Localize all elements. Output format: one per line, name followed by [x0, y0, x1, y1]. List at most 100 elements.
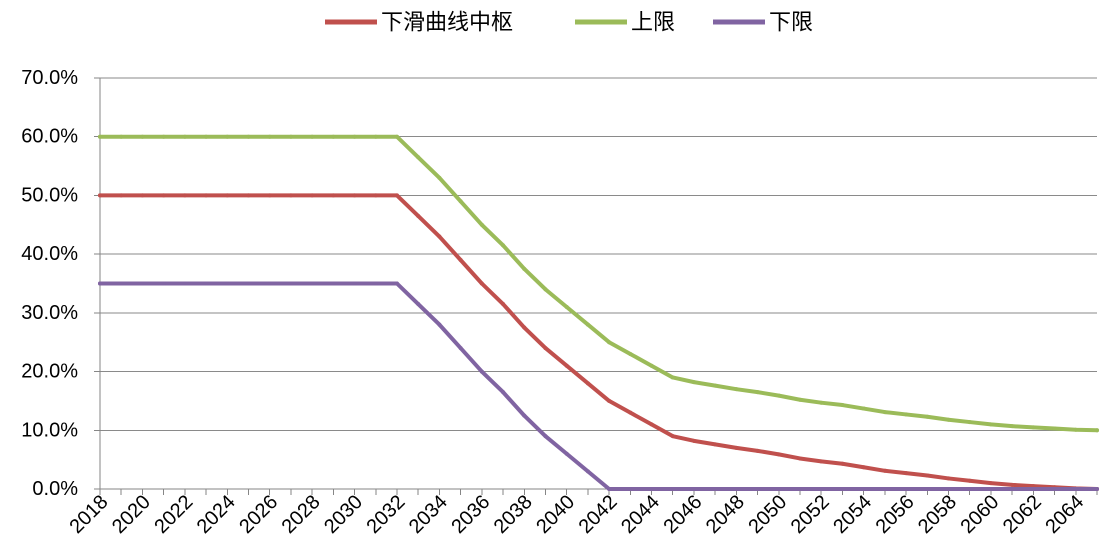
- data-point-upper: [1073, 427, 1078, 432]
- data-point-central: [352, 193, 357, 198]
- data-point-central: [798, 456, 803, 461]
- data-point-central: [819, 459, 824, 464]
- data-point-upper: [755, 390, 760, 395]
- data-point-central: [861, 465, 866, 470]
- data-point-lower: [988, 487, 993, 491]
- data-point-lower: [798, 487, 803, 491]
- data-point-upper: [204, 134, 209, 139]
- data-point-lower: [246, 281, 251, 286]
- data-point-lower: [98, 281, 102, 286]
- data-point-central: [310, 193, 315, 198]
- data-point-upper: [225, 134, 230, 139]
- data-point-lower: [310, 281, 315, 286]
- y-tick-label: 50.0%: [21, 184, 78, 206]
- data-point-upper: [119, 134, 124, 139]
- data-point-central: [882, 468, 887, 473]
- data-point-central: [585, 381, 590, 386]
- data-point-central: [776, 452, 781, 457]
- data-point-lower: [585, 469, 590, 474]
- data-point-central: [373, 193, 378, 198]
- data-point-upper: [267, 134, 272, 139]
- data-point-upper: [161, 134, 166, 139]
- data-point-upper: [98, 134, 102, 139]
- data-point-upper: [437, 175, 442, 180]
- data-point-upper: [925, 414, 930, 419]
- data-point-lower: [819, 487, 824, 491]
- data-point-lower: [882, 487, 887, 491]
- data-point-central: [501, 302, 506, 307]
- data-point-lower: [416, 302, 421, 307]
- data-point-lower: [967, 487, 972, 491]
- data-point-lower: [479, 369, 484, 374]
- data-point-central: [331, 193, 336, 198]
- data-point-upper: [585, 322, 590, 327]
- data-point-upper: [882, 410, 887, 415]
- data-point-lower: [628, 487, 633, 491]
- data-point-central: [840, 461, 845, 466]
- data-point-central: [522, 325, 527, 330]
- data-point-upper: [246, 134, 251, 139]
- data-point-lower: [1031, 487, 1036, 491]
- data-point-upper: [522, 266, 527, 271]
- data-point-lower: [925, 487, 930, 491]
- data-point-central: [288, 193, 293, 198]
- data-point-central: [946, 476, 951, 481]
- series-line-central: [98, 193, 1099, 491]
- series-line-upper: [98, 134, 1099, 433]
- y-tick-label: 30.0%: [21, 302, 78, 324]
- y-tick-label: 10.0%: [21, 419, 78, 441]
- data-point-central: [628, 410, 633, 415]
- legend-label-lower: 下限: [769, 10, 813, 35]
- data-point-central: [649, 422, 654, 427]
- data-point-lower: [140, 281, 145, 286]
- data-point-lower: [543, 434, 548, 439]
- data-point-lower: [161, 281, 166, 286]
- data-point-central: [437, 234, 442, 239]
- data-point-central: [543, 346, 548, 351]
- data-point-lower: [649, 487, 654, 491]
- data-point-central: [267, 193, 272, 198]
- series-lower: [98, 281, 1099, 491]
- data-point-upper: [352, 134, 357, 139]
- y-tick-label: 20.0%: [21, 361, 78, 383]
- data-point-central: [564, 363, 569, 368]
- data-point-lower: [373, 281, 378, 286]
- data-point-upper: [988, 422, 993, 427]
- data-point-upper: [967, 420, 972, 425]
- data-point-central: [988, 481, 993, 486]
- data-point-upper: [479, 222, 484, 227]
- data-point-lower: [691, 487, 696, 491]
- data-point-upper: [182, 134, 187, 139]
- data-point-lower: [182, 281, 187, 286]
- data-point-lower: [352, 281, 357, 286]
- data-point-upper: [691, 380, 696, 385]
- data-point-upper: [670, 375, 675, 380]
- data-point-central: [967, 478, 972, 483]
- data-point-central: [161, 193, 166, 198]
- data-point-upper: [607, 340, 612, 345]
- legend-item-upper: 上限: [575, 10, 675, 35]
- data-point-central: [119, 193, 124, 198]
- data-point-central: [98, 193, 102, 198]
- data-point-upper: [734, 387, 739, 392]
- data-point-upper: [501, 243, 506, 248]
- data-point-upper: [373, 134, 378, 139]
- data-point-lower: [1052, 487, 1057, 491]
- data-point-lower: [204, 281, 209, 286]
- data-point-upper: [458, 199, 463, 204]
- y-tick-label: 40.0%: [21, 243, 78, 265]
- series-central: [98, 193, 1099, 491]
- legend-item-central: 下滑曲线中枢: [325, 10, 513, 35]
- data-point-lower: [670, 487, 675, 491]
- data-point-lower: [904, 487, 909, 491]
- data-point-central: [204, 193, 209, 198]
- data-point-lower: [267, 281, 272, 286]
- y-tick-label: 60.0%: [21, 126, 78, 148]
- data-point-upper: [543, 287, 548, 292]
- data-point-lower: [564, 451, 569, 456]
- data-point-upper: [1010, 424, 1015, 429]
- data-point-lower: [713, 487, 718, 491]
- data-point-lower: [437, 322, 442, 327]
- data-point-lower: [288, 281, 293, 286]
- data-point-lower: [225, 281, 230, 286]
